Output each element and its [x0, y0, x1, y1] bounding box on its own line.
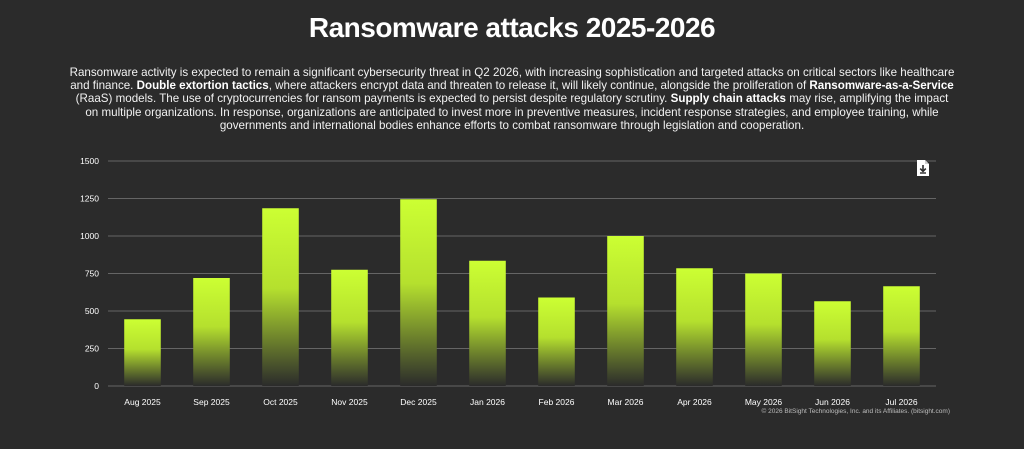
x-tick-label: Feb 2026 — [539, 397, 575, 407]
description-text: Ransomware activity is expected to remai… — [69, 66, 955, 93]
description-highlight: Supply chain attacks — [670, 92, 786, 106]
description-text: , where attackers encrypt data and threa… — [268, 79, 810, 93]
description-text: may rise, amplifying the impact on multi… — [85, 92, 949, 132]
y-tick-label: 750 — [85, 269, 99, 279]
bar — [676, 268, 713, 386]
download-icon-glyph — [917, 160, 929, 176]
description-highlight: Ransomware-as-a-Service — [809, 79, 954, 93]
x-tick-label: May 2026 — [745, 397, 783, 407]
bar — [883, 286, 920, 386]
y-tick-label: 1250 — [80, 194, 99, 204]
x-axis-ticks: Aug 2025 Sep 2025 Oct 2025 Nov 2025 Dec 2025… — [124, 397, 918, 407]
y-tick-label: 0 — [94, 381, 99, 391]
x-tick-label: Nov 2025 — [331, 397, 368, 407]
x-tick-label: Jan 2026 — [470, 397, 505, 407]
bar — [814, 301, 851, 386]
x-tick-label: Mar 2026 — [608, 397, 644, 407]
bar — [607, 236, 644, 386]
description-highlight: Double extortion tactics — [136, 79, 269, 93]
bar — [400, 199, 437, 386]
bar — [124, 319, 161, 386]
bar — [331, 269, 368, 386]
bar — [262, 208, 299, 386]
x-tick-label: Sep 2025 — [193, 397, 230, 407]
bar — [469, 260, 506, 386]
grid-lines — [108, 160, 936, 387]
chart-description: Ransomware activity is expected to remai… — [68, 66, 956, 132]
bars — [124, 199, 920, 386]
description-text: (RaaS) models. The use of cryptocurrenci… — [75, 92, 671, 106]
bar — [193, 278, 230, 386]
x-tick-label: Aug 2025 — [124, 397, 161, 407]
y-tick-label: 1500 — [80, 156, 99, 166]
chart-title: Ransomware attacks 2025-2026 — [308, 12, 716, 43]
x-tick-label: Jul 2026 — [885, 397, 917, 407]
download-icon[interactable] — [916, 160, 930, 176]
y-tick-label: 250 — [85, 344, 99, 354]
x-tick-label: Oct 2025 — [263, 397, 298, 407]
y-tick-label: 1000 — [80, 231, 99, 241]
y-tick-label: 500 — [85, 306, 99, 316]
bar — [745, 273, 782, 386]
y-axis-ticks: 0 250 500 750 1000 1250 1500 — [80, 156, 99, 391]
bar — [538, 297, 575, 386]
copyright-notice: © 2026 BitSight Technologies, Inc. and i… — [761, 408, 950, 415]
x-tick-label: Dec 2025 — [400, 397, 437, 407]
x-tick-label: Apr 2026 — [677, 397, 712, 407]
x-tick-label: Jun 2026 — [815, 397, 850, 407]
